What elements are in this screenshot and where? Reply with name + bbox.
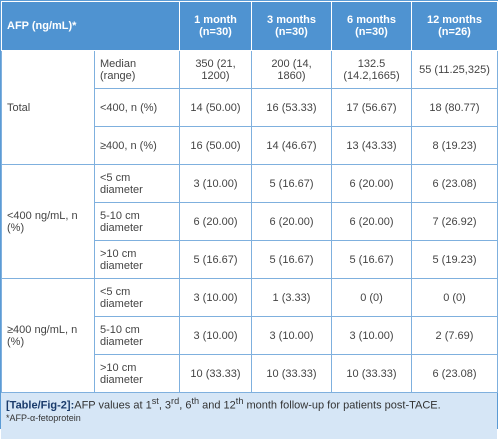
column-label: 6 months [347, 14, 396, 26]
ordinal-suffix: rd [171, 396, 180, 406]
group-label: ≥400 ng/mL, n (%) [1, 278, 95, 393]
cell: 16 (53.33) [251, 88, 332, 127]
table-row: <400 ng/mL, n (%) <5 cm diameter 3 (10.00)… [1, 164, 498, 279]
row-label: <400, n (%) [94, 88, 180, 127]
cell: 6 (20.00) [331, 164, 412, 203]
cell: 3 (10.00) [179, 164, 252, 203]
column-header: 12 months (n=26) [411, 1, 498, 51]
cell: 350 (21, 1200) [179, 50, 252, 89]
row-label: 5-10 cm diameter [94, 202, 180, 241]
cell: 3 (10.00) [331, 316, 412, 355]
column-n: (n=30) [199, 26, 232, 38]
column-header: 1 month (n=30) [179, 1, 252, 51]
row-label: Median (range) [94, 50, 180, 89]
cell: 6 (20.00) [251, 202, 332, 241]
row-label: >10 cm diameter [94, 354, 180, 393]
table-row: >10 cm diameter 5 (16.67) 5 (16.67) 5 (16.6… [2, 240, 498, 279]
cell: 55 (11.25,325) [411, 50, 498, 89]
row-label: <5 cm diameter [94, 164, 180, 203]
cell: 1 (3.33) [251, 278, 332, 317]
ordinal-suffix: th [191, 396, 200, 406]
table-row: <400, n (%) 14 (50.00) 16 (53.33) 17 (56.67… [2, 88, 498, 127]
table-row: ≥400 ng/mL, n (%) <5 cm diameter 3 (10.00)… [1, 278, 498, 393]
cell: 18 (80.77) [411, 88, 498, 127]
row-label: 5-10 cm diameter [94, 316, 180, 355]
column-label: 3 months [267, 14, 316, 26]
cell: 14 (50.00) [179, 88, 252, 127]
cell: 6 (23.08) [411, 354, 498, 393]
row-label: >10 cm diameter [94, 240, 180, 279]
cell: 17 (56.67) [331, 88, 412, 127]
cell: 0 (0) [331, 278, 412, 317]
table-body: Total Median (range) 350 (21, 1200) 200 (14… [1, 50, 498, 393]
cell: 5 (16.67) [179, 240, 252, 279]
cell: 6 (23.08) [411, 164, 498, 203]
caption-line: [Table/Fig-2]:AFP values at 1st, 3rd, 6t… [6, 396, 492, 412]
caption-label: [Table/Fig-2]: [6, 399, 75, 412]
cell: 5 (16.67) [251, 240, 332, 279]
ordinal-suffix: st [151, 396, 159, 406]
cell: 6 (20.00) [331, 202, 412, 241]
cell: 10 (33.33) [179, 354, 252, 393]
header-row: AFP (ng/mL)* 1 month (n=30) 3 months (n=30)… [1, 1, 498, 51]
table-row: ≥400, n (%) 16 (50.00) 14 (46.67) 13 (43.33… [2, 126, 498, 165]
footnote: *AFP-α-fetoprotein [6, 412, 81, 423]
column-header: 3 months (n=30) [251, 1, 332, 51]
cell: 3 (10.00) [179, 278, 252, 317]
cell: 10 (33.33) [251, 354, 332, 393]
group-label: Total [1, 50, 95, 165]
table-row: Total Median (range) 350 (21, 1200) 200 (14… [1, 50, 498, 165]
cell: 5 (19.23) [411, 240, 498, 279]
caption-text: and 12 [199, 399, 236, 412]
column-n: (n=30) [275, 26, 308, 38]
column-n: (n=26) [438, 26, 471, 38]
cell: 2 (7.69) [411, 316, 498, 355]
column-n: (n=30) [355, 26, 388, 38]
row-label: ≥400, n (%) [94, 126, 180, 165]
cell: 200 (14, 1860) [251, 50, 332, 89]
cell: 16 (50.00) [179, 126, 252, 165]
cell: 7 (26.92) [411, 202, 498, 241]
column-label: 12 months [426, 14, 482, 26]
cell: 3 (10.00) [179, 316, 252, 355]
cell: 0 (0) [411, 278, 498, 317]
caption-text: , 6 [179, 399, 192, 412]
afp-table: AFP (ng/mL)* 1 month (n=30) 3 months (n=30)… [1, 1, 498, 393]
cell: 3 (10.00) [251, 316, 332, 355]
ordinal-suffix: th [235, 396, 244, 406]
cell: 5 (16.67) [251, 164, 332, 203]
group-label: <400 ng/mL, n (%) [1, 164, 95, 279]
cell: 10 (33.33) [331, 354, 412, 393]
cell: 13 (43.33) [331, 126, 412, 165]
caption-text: month follow-up for patients post-TACE. [243, 399, 441, 412]
table-row: >10 cm diameter 10 (33.33) 10 (33.33) 10 (3… [2, 354, 498, 393]
cell: 132.5 (14.2,1665) [331, 50, 412, 89]
cell: 5 (16.67) [331, 240, 412, 279]
column-label: 1 month [194, 14, 237, 26]
caption-text: , 3 [158, 399, 172, 412]
column-header: 6 months (n=30) [331, 1, 412, 51]
caption: [Table/Fig-2]:AFP values at 1st, 3rd, 6t… [1, 393, 497, 439]
cell: 14 (46.67) [251, 126, 332, 165]
cell: 6 (20.00) [179, 202, 252, 241]
row-label: <5 cm diameter [94, 278, 180, 317]
cell: 8 (19.23) [411, 126, 498, 165]
caption-text: AFP values at 1 [74, 399, 152, 412]
header-title: AFP (ng/mL)* [1, 1, 180, 51]
